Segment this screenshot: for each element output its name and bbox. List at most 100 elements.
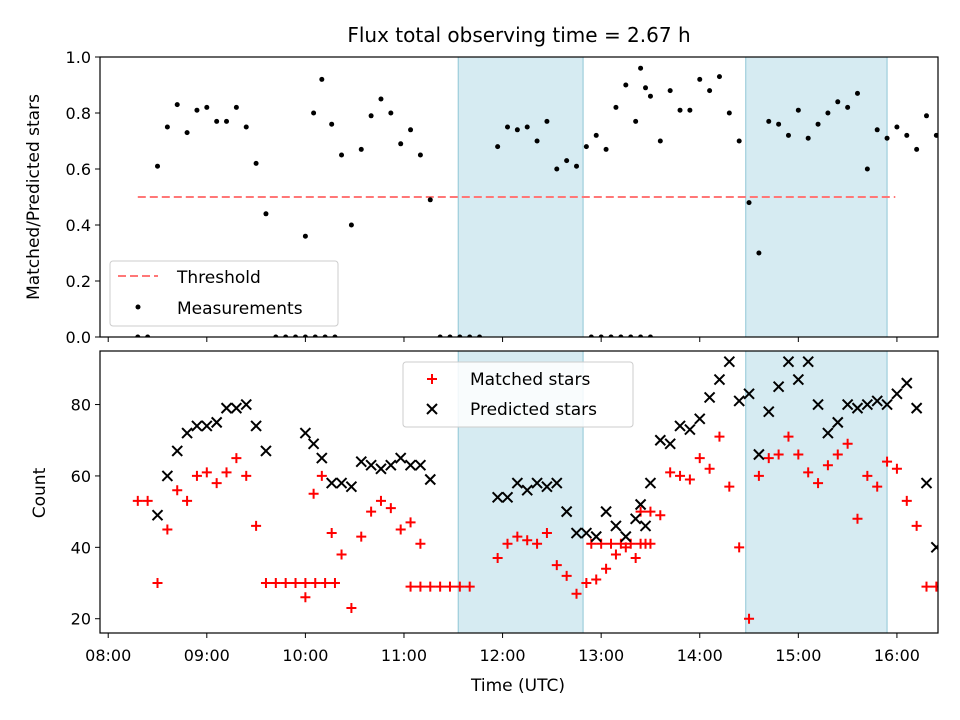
predicted-star-point [570, 527, 583, 539]
x-tick-label: 15:00 [775, 646, 821, 665]
predicted-star-point [151, 509, 164, 521]
matched-star-point [395, 524, 406, 535]
predicted-star-point [521, 484, 533, 496]
measurement-point [756, 250, 762, 256]
matched-star-point [882, 456, 893, 467]
measurement-point [643, 85, 649, 91]
predicted-star-point [822, 427, 834, 439]
predicted-star-point [414, 459, 427, 471]
matched-star-point [300, 592, 311, 603]
predicted-star-point [541, 480, 553, 493]
predicted-star-point [901, 377, 913, 389]
matched-star-point [308, 488, 319, 499]
measurement-point [348, 222, 354, 228]
measurement-point [417, 152, 423, 158]
measurement-point [332, 334, 338, 337]
predicted-star-point [161, 470, 174, 482]
matched-star-point [630, 553, 641, 564]
predicted-star-point [240, 398, 252, 411]
predicted-star-point [832, 416, 844, 429]
predicted-star-point [841, 398, 854, 411]
measurement-point [687, 107, 693, 113]
matched-star-point [356, 531, 367, 542]
matched-star-point [142, 495, 153, 506]
x-tick-label: 11:00 [381, 646, 427, 665]
matched-star-point [551, 560, 562, 571]
predicted-star-point [891, 388, 903, 400]
measurement-point [495, 144, 501, 150]
matched-star-point [464, 581, 475, 592]
measurement-point [145, 334, 151, 337]
top-panel: 0.0 0.2 0.4 0.6 0.8 1.0 Threshold Measurements [66, 48, 939, 347]
predicted-star-point [404, 459, 417, 471]
matched-star-point [571, 588, 582, 599]
measurement-point [329, 121, 335, 127]
measurement-point [398, 141, 404, 147]
chart-title: Flux total observing time = 2.67 h [347, 23, 690, 47]
measurement-point [894, 124, 900, 130]
measurement-point [697, 76, 703, 82]
measurement-point [164, 124, 170, 130]
matched-star-point [172, 485, 183, 496]
matched-star-point [300, 578, 311, 589]
measurement-point [657, 138, 663, 144]
predicted-star-point [634, 498, 647, 511]
matched-star-point [405, 517, 416, 528]
matched-star-point [425, 581, 436, 592]
x-axis-label: Time (UTC) [470, 676, 565, 696]
measurement-point [805, 135, 811, 141]
matched-star-point [385, 503, 396, 514]
predicted-star-point [580, 527, 593, 539]
matched-star-point [502, 538, 513, 549]
matched-star-point [366, 506, 377, 517]
predicted-star-point [610, 520, 622, 532]
predicted-star-point [551, 477, 563, 489]
predicted-star-point [703, 391, 716, 404]
matched-star-point [221, 467, 232, 478]
predicted-star-point [620, 530, 632, 543]
matched-star-point [454, 581, 465, 592]
measurement-point [544, 118, 550, 124]
measurement-point [174, 102, 180, 108]
measurement-point [598, 334, 604, 337]
matched-star-point [415, 581, 426, 592]
measurement-point [776, 121, 782, 127]
measurement-point [835, 99, 841, 105]
matched-star-point [645, 506, 656, 517]
predicted-star-point [345, 480, 358, 493]
matched-star-point [901, 495, 912, 506]
measurement-point [593, 132, 599, 138]
measurement-point [135, 334, 141, 337]
measurement-point [746, 200, 752, 206]
x-tick-label: 12:00 [480, 646, 526, 665]
measurement-point [884, 135, 890, 141]
matched-star-point [329, 578, 340, 589]
predicted-star-point [802, 356, 814, 368]
predicted-star-point [385, 459, 397, 471]
predicted-star-point [260, 445, 272, 457]
matched-star-point [270, 578, 281, 589]
predicted-star-point [191, 420, 203, 432]
predicted-star-point [782, 356, 795, 368]
measurement-point [608, 334, 614, 337]
bottom-axes-frame [99, 350, 939, 634]
predicted-star-point [851, 402, 864, 414]
measurement-point [914, 146, 920, 152]
predicted-star-point [772, 380, 785, 393]
matched-star-point [435, 581, 446, 592]
matched-star-point [714, 431, 725, 442]
predicted-star-point [250, 420, 262, 432]
predicted-star-point [171, 445, 183, 457]
predicted-star-point [220, 402, 233, 414]
legend-measurements-label: Measurements [177, 299, 303, 319]
predicted-star-point [743, 388, 755, 400]
measurement-point [825, 110, 831, 116]
predicted-star-point [910, 402, 923, 414]
legend-plus-marker [427, 374, 437, 384]
measurement-point [302, 233, 308, 239]
matched-star-point [201, 467, 212, 478]
x-tick-label: 16:00 [874, 646, 920, 665]
measurement-point [618, 334, 624, 337]
measurement-point [457, 334, 463, 337]
predicted-star-point [713, 373, 726, 386]
